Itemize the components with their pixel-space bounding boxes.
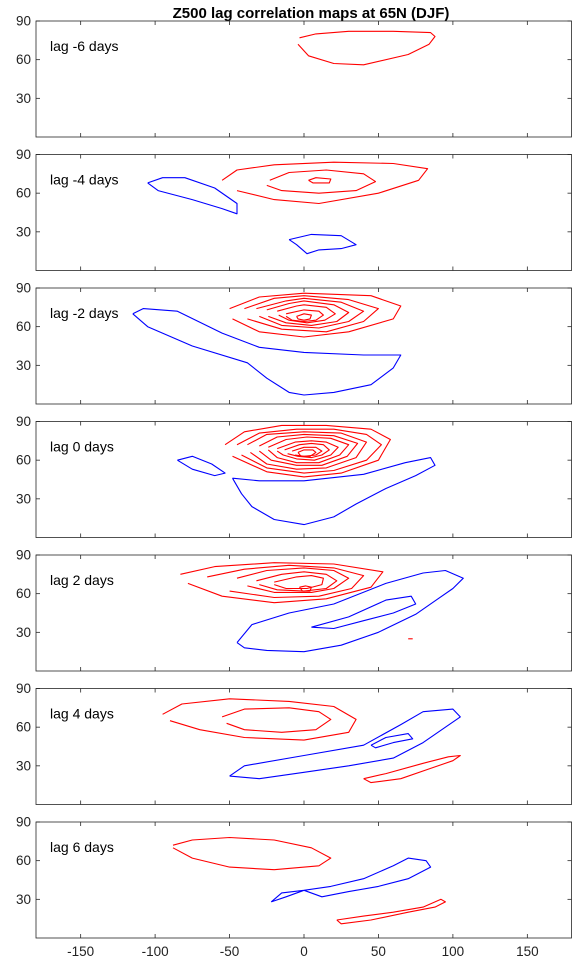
positive-contour	[267, 436, 350, 464]
positive-contour	[172, 836, 332, 871]
negative-contour	[236, 569, 464, 653]
y-tick-label: 60	[16, 186, 31, 201]
positive-contour	[229, 292, 402, 338]
panel-label: lag 4 days	[50, 706, 114, 722]
y-tick-label: 90	[16, 14, 31, 29]
panels: 30 60 90 lag -6 days 30 60 90 lag -4 days 30 60 90…	[16, 14, 572, 939]
y-tick-label: 30	[16, 224, 31, 239]
negative-contour	[370, 733, 414, 749]
panel-label: lag -4 days	[50, 172, 118, 188]
y-tick-label: 90	[16, 281, 31, 296]
y-tick-label: 30	[16, 91, 31, 106]
positive-contour	[336, 898, 446, 925]
y-tick-label: 90	[16, 815, 31, 830]
panel-frame	[35, 554, 572, 672]
positive-contour	[258, 433, 359, 466]
x-tick-label: -150	[67, 944, 94, 959]
positive-contour	[266, 169, 377, 194]
positive-contour	[221, 707, 332, 733]
positive-contour	[207, 564, 365, 599]
positive-contour	[363, 754, 461, 784]
positive-contour	[221, 161, 429, 205]
positive-contour	[276, 440, 339, 461]
negative-contour	[177, 455, 226, 477]
x-tick-label: 0	[300, 944, 308, 959]
x-axis-tick-labels: -150 -100 -50 0 50 100 150	[67, 944, 538, 959]
panel-3: 30 60 90 lag 0 days	[16, 414, 572, 538]
positive-contour	[256, 571, 338, 592]
negative-contour	[232, 457, 436, 526]
positive-contour	[296, 313, 312, 321]
y-tick-label: 90	[16, 414, 31, 429]
panel-frame	[35, 688, 572, 805]
negative-contour	[132, 308, 402, 396]
panel-1: 30 60 90 lag -4 days	[16, 147, 572, 271]
positive-contour	[299, 585, 312, 592]
positive-contour	[256, 297, 365, 329]
negative-contour	[288, 233, 357, 255]
panel-label: lag -6 days	[50, 38, 118, 54]
positive-contour	[297, 449, 317, 457]
positive-contour	[244, 295, 379, 333]
positive-contour	[291, 446, 323, 457]
positive-contour	[236, 428, 382, 474]
y-tick-label: 90	[16, 681, 31, 696]
positive-contour	[247, 431, 368, 470]
negative-contour	[270, 857, 432, 903]
y-tick-label: 30	[16, 758, 31, 773]
panel-label: lag 0 days	[50, 439, 114, 455]
x-tick-label: -100	[142, 944, 169, 959]
y-tick-label: 60	[16, 586, 31, 601]
negative-contour	[147, 177, 238, 215]
y-tick-label: 90	[16, 548, 31, 563]
panel-2: 30 60 90 lag -2 days	[16, 281, 572, 405]
positive-contour	[162, 698, 357, 741]
x-tick-label: 50	[371, 944, 386, 959]
positive-contour	[274, 575, 324, 590]
y-tick-label: 30	[16, 358, 31, 373]
y-tick-label: 60	[16, 853, 31, 868]
y-tick-label: 90	[16, 147, 31, 162]
panel-label: lag 6 days	[50, 839, 114, 855]
y-tick-label: 30	[16, 491, 31, 506]
panel-frame	[35, 821, 572, 939]
positive-contour	[266, 300, 350, 326]
negative-contour	[311, 595, 417, 630]
chart-title: Z500 lag correlation maps at 65N (DJF)	[173, 5, 450, 22]
panel-label: lag 2 days	[50, 572, 114, 588]
x-tick-label: 100	[442, 944, 465, 959]
panel-label: lag -2 days	[50, 305, 118, 321]
x-tick-label: -50	[220, 944, 240, 959]
positive-contour	[285, 309, 324, 323]
y-tick-label: 60	[16, 453, 31, 468]
panel-5: 30 60 90 lag 4 days	[16, 681, 572, 805]
panel-0: 30 60 90 lag -6 days	[16, 14, 572, 138]
y-tick-label: 60	[16, 319, 31, 334]
y-tick-label: 30	[16, 892, 31, 907]
panel-4: 30 60 90 lag 2 days	[16, 548, 572, 672]
positive-contour	[180, 562, 384, 604]
positive-contour	[308, 177, 332, 184]
negative-contour	[229, 708, 461, 780]
panel-frame	[35, 421, 572, 538]
y-tick-label: 30	[16, 625, 31, 640]
positive-contour	[224, 424, 391, 478]
positive-contour	[297, 30, 436, 66]
positive-contour	[236, 567, 350, 593]
y-tick-label: 60	[16, 52, 31, 67]
x-tick-label: 150	[516, 944, 539, 959]
panel-6: 30 60 90 lag 6 days	[16, 815, 572, 939]
y-tick-label: 60	[16, 720, 31, 735]
